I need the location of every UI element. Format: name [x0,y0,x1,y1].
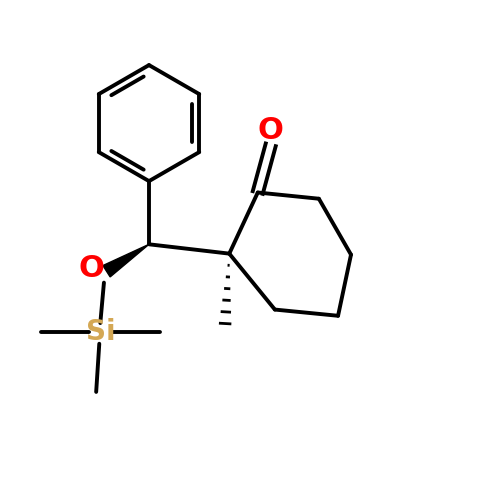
Text: Si: Si [86,318,115,346]
Text: O: O [78,254,104,283]
Text: O: O [258,116,283,145]
Polygon shape [103,244,149,277]
